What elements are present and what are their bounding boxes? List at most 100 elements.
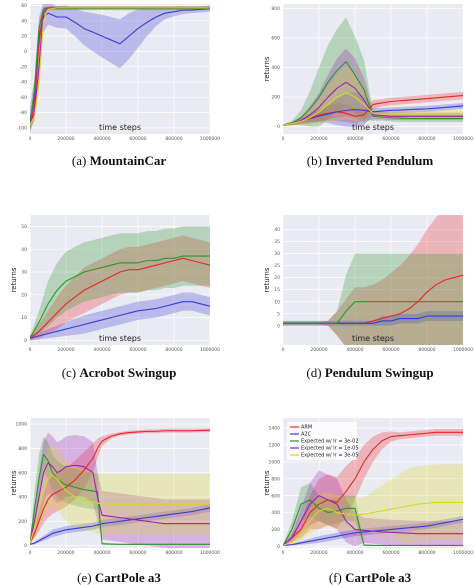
y-tick-label: 400 <box>271 510 280 516</box>
caption-letter: (b) <box>307 153 322 168</box>
y-tick-label: 40 <box>21 247 27 253</box>
y-tick-label: 20 <box>274 275 280 281</box>
y-tick-label: 0 <box>24 49 27 55</box>
series-line-expected-w-lr-3e-05 <box>30 7 210 126</box>
series-line-arm <box>30 429 210 544</box>
figure-caption: (e) CartPole a3 <box>77 570 161 585</box>
series-band-expected-w-lr-3e-02 <box>30 226 210 341</box>
y-axis-label: returns <box>263 470 271 495</box>
y-tick-label: 600 <box>271 493 280 499</box>
series-line-expected-w-lr-1e-05 <box>283 495 463 546</box>
y-tick-label: 10 <box>274 299 280 305</box>
x-tick-label: 1000000 <box>453 347 473 353</box>
x-tick-label: 1000000 <box>453 550 473 556</box>
x-tick-label: 800000 <box>418 550 435 556</box>
x-tick-label: 400000 <box>346 550 363 556</box>
plot-series-group <box>30 428 210 548</box>
legend-label: Expected w/ lr = 3e-02 <box>301 439 359 445</box>
y-tick-label: 0 <box>277 124 280 130</box>
x-tick-label: 200000 <box>57 347 74 353</box>
series-band-arm <box>30 235 210 341</box>
caption-name: CartPole a3 <box>345 570 412 585</box>
plot-series-group <box>30 226 210 341</box>
figure-caption: (c) Acrobot Swingup <box>62 365 177 380</box>
y-tick-label: 200 <box>271 527 280 533</box>
x-tick-label: 200000 <box>310 347 327 353</box>
x-tick-label: 600000 <box>129 347 146 353</box>
x-axis-label: time steps <box>99 334 141 343</box>
series-band-expected-w-lr-3e-02 <box>283 253 463 345</box>
series-band-expected-w-lr-3e-05 <box>283 66 463 126</box>
y-tick-label: 50 <box>21 224 27 230</box>
series-band-expected-w-lr-1e-05 <box>283 48 463 126</box>
caption-letter: (a) <box>72 153 86 168</box>
y-tick-label: 5 <box>277 311 280 317</box>
y-tick-label: 600 <box>18 470 27 476</box>
series-line-expected-w-lr-3e-02 <box>283 61 463 126</box>
y-tick-label: 40 <box>21 18 27 24</box>
y-tick-label: -100 <box>17 125 27 131</box>
figure-caption: (b) Inverted Pendulum <box>307 153 434 168</box>
y-tick-label: -40 <box>20 80 27 86</box>
series-line-expected-w-lr-3e-02 <box>30 8 210 125</box>
chart-panel-acrobot-swingup: 0 200000 400000 600000 800000 1000000 0 10 20 30 4… <box>10 215 220 380</box>
y-tick-label: 10 <box>21 315 27 321</box>
legend-label: A2C <box>301 432 312 438</box>
series-band-arm <box>30 428 210 545</box>
series-band-arm <box>283 428 463 546</box>
series-band-expected-w-lr-3e-05 <box>30 444 210 545</box>
series-band-expected-w-lr-3e-05 <box>283 464 463 546</box>
y-tick-label: 1000 <box>269 459 281 465</box>
x-tick-label: 200000 <box>57 136 74 142</box>
x-tick-label: 0 <box>29 550 32 556</box>
series-line-a2c <box>283 105 463 126</box>
caption-name: Pendulum Swingup <box>325 365 434 380</box>
caption-letter: (d) <box>306 365 321 380</box>
y-tick-label: -60 <box>20 95 27 101</box>
legend-label: ARM <box>301 425 312 431</box>
x-tick-label: 800000 <box>165 347 182 353</box>
y-tick-label: 40 <box>274 227 280 233</box>
plot-series-group <box>283 428 463 547</box>
series-band-a2c <box>30 292 210 341</box>
series-line-expected-w-lr-3e-02 <box>30 453 210 545</box>
y-tick-label: 800 <box>271 476 280 482</box>
chart-panel-mountaincar: 0 200000 400000 600000 800000 1000000 -100 -80 -… <box>17 3 220 168</box>
y-tick-label: 1400 <box>269 426 281 432</box>
series-line-arm <box>283 95 463 126</box>
plot-series-group <box>283 17 463 128</box>
y-tick-label: 800 <box>271 6 280 12</box>
y-tick-label: 0 <box>24 338 27 344</box>
caption-letter: (e) <box>77 570 91 585</box>
plot-series-group <box>30 4 210 134</box>
x-tick-label: 0 <box>29 347 32 353</box>
series-line-a2c <box>30 507 210 545</box>
y-tick-label: 20 <box>21 292 27 298</box>
x-tick-label: 600000 <box>129 136 146 142</box>
x-tick-label: 200000 <box>57 550 74 556</box>
caption-name: CartPole a3 <box>95 570 162 585</box>
x-tick-label: 800000 <box>418 136 435 142</box>
x-axis-label: time steps <box>352 334 394 343</box>
x-tick-label: 800000 <box>165 550 182 556</box>
figure-caption: (d) Pendulum Swingup <box>306 365 433 380</box>
series-line-arm <box>30 257 210 339</box>
y-tick-label: 0 <box>24 543 27 549</box>
series-band-expected-w-lr-3e-02 <box>283 17 463 127</box>
y-tick-label: -20 <box>20 64 27 70</box>
y-tick-label: 30 <box>274 251 280 257</box>
x-tick-label: 1000000 <box>200 136 220 142</box>
y-axis-label: returns <box>263 56 271 81</box>
x-tick-label: 400000 <box>93 550 110 556</box>
x-tick-label: 0 <box>282 136 285 142</box>
x-tick-label: 600000 <box>382 347 399 353</box>
x-tick-label: 800000 <box>418 347 435 353</box>
series-line-expected-w-lr-1e-05 <box>30 462 210 544</box>
plot-area <box>30 215 210 345</box>
plot-series-group <box>283 215 463 345</box>
series-line-arm <box>283 431 463 546</box>
x-tick-label: 600000 <box>382 136 399 142</box>
series-line-expected-w-lr-3e-02 <box>283 499 463 547</box>
